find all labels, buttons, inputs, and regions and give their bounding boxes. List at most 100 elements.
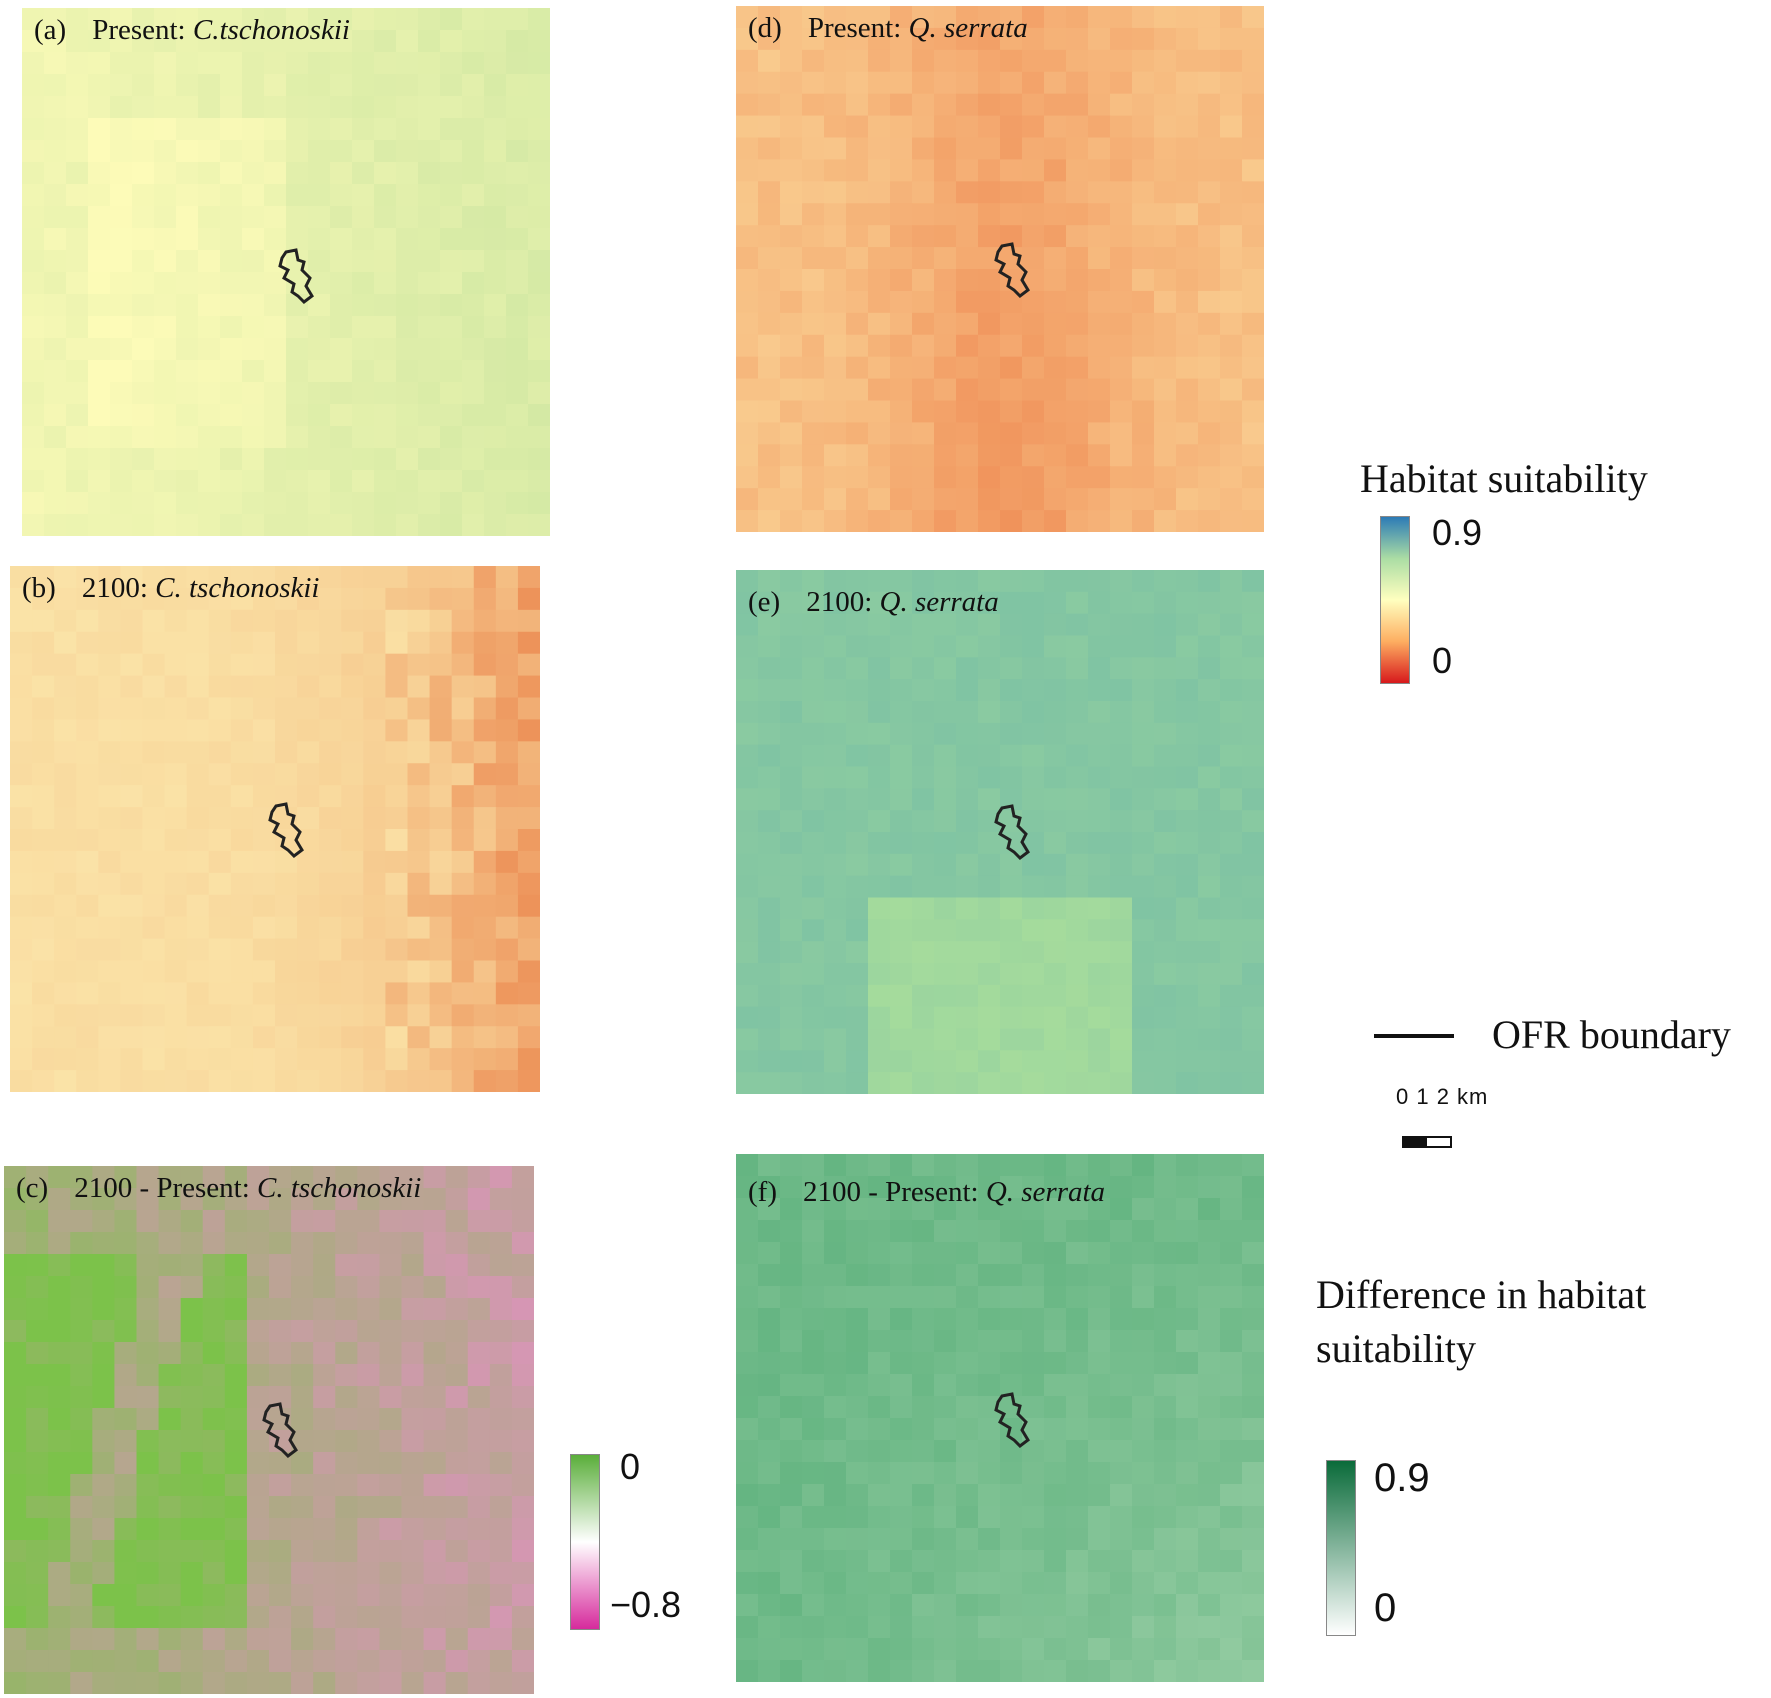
raster-cell <box>154 74 177 97</box>
raster-cell <box>401 1342 425 1365</box>
raster-cell <box>978 1572 1001 1595</box>
raster-cell <box>1198 1396 1221 1419</box>
raster-cell <box>1110 591 1133 615</box>
raster-cell <box>484 404 507 427</box>
raster-cell <box>1198 810 1221 833</box>
raster-cell <box>1198 269 1221 292</box>
raster-cell <box>846 312 869 336</box>
raster-cell <box>198 250 221 273</box>
raster-cell <box>220 382 243 405</box>
raster-cell <box>76 741 99 764</box>
raster-cell <box>451 741 475 764</box>
raster-cell <box>868 701 891 724</box>
raster-cell <box>1000 1308 1023 1331</box>
raster-cell <box>291 1518 314 1541</box>
raster-cell <box>1132 570 1155 593</box>
raster-cell <box>4 1606 27 1629</box>
raster-cell <box>912 137 935 161</box>
raster-cell <box>1220 1072 1243 1094</box>
raster-cell <box>1044 766 1067 789</box>
raster-cell <box>401 1166 425 1189</box>
raster-cell <box>92 1320 116 1343</box>
raster-cell <box>88 96 111 119</box>
raster-cell <box>956 115 979 139</box>
raster-cell <box>308 492 331 515</box>
raster-cell <box>401 1254 425 1277</box>
raster-cell <box>780 1440 803 1463</box>
raster-cell <box>164 675 188 699</box>
raster-cell <box>1110 744 1133 768</box>
raster-cell <box>736 1220 759 1243</box>
raster-cell <box>1132 1418 1155 1441</box>
raster-cell <box>1154 1660 1177 1682</box>
raster-cell <box>335 1254 358 1277</box>
raster-cell <box>158 1474 182 1497</box>
raster-cell <box>1110 1286 1133 1309</box>
raster-cell <box>335 1628 358 1651</box>
raster-cell <box>868 444 891 467</box>
raster-cell <box>934 312 957 336</box>
raster-cell <box>511 1584 534 1607</box>
raster-cell <box>396 162 419 185</box>
raster-cell <box>934 290 957 314</box>
raster-cell <box>780 466 803 489</box>
raster-cell <box>846 1506 869 1529</box>
raster-cell <box>1088 984 1111 1008</box>
raster-cell <box>802 49 825 73</box>
raster-cell <box>758 115 781 139</box>
raster-cell <box>956 312 979 336</box>
raster-cell <box>846 1528 869 1551</box>
raster-cell <box>462 140 485 163</box>
raster-cell <box>517 763 540 786</box>
raster-cell <box>76 719 99 742</box>
raster-cell <box>868 71 891 95</box>
raster-cell <box>758 613 781 637</box>
raster-cell <box>780 93 803 117</box>
raster-cell <box>1088 1006 1111 1030</box>
raster-cell <box>48 1254 71 1277</box>
raster-cell <box>54 829 77 852</box>
raster-cell <box>517 938 540 962</box>
raster-cell <box>286 448 309 471</box>
raster-cell <box>1154 679 1177 702</box>
raster-cell <box>511 1232 534 1255</box>
raster-cell <box>956 853 979 877</box>
raster-cell <box>198 118 221 141</box>
raster-cell <box>758 1330 781 1353</box>
raster-cell <box>467 1496 491 1519</box>
raster-cell <box>158 1364 182 1387</box>
raster-cell <box>32 675 55 699</box>
raster-cell <box>1154 115 1177 139</box>
raster-cell <box>208 719 232 742</box>
raster-cell <box>22 448 45 471</box>
raster-cell <box>1176 853 1199 877</box>
raster-cell <box>330 228 353 251</box>
raster-cell <box>934 6 957 29</box>
raster-cell <box>780 875 803 899</box>
raster-cell <box>180 1430 204 1453</box>
raster-cell <box>451 785 475 808</box>
raster-cell <box>462 228 485 251</box>
raster-cell <box>1154 488 1177 511</box>
raster-cell <box>1220 422 1243 445</box>
raster-cell <box>396 382 419 405</box>
raster-cell <box>66 140 89 163</box>
raster-cell <box>758 744 781 768</box>
raster-cell <box>10 763 33 786</box>
raster-cell <box>956 1286 979 1309</box>
raster-cell <box>220 492 243 515</box>
raster-cell <box>1132 1484 1155 1507</box>
raster-cell <box>242 250 265 273</box>
raster-cell <box>26 1386 49 1409</box>
raster-cell <box>1132 1374 1155 1397</box>
raster-cell <box>275 960 298 984</box>
raster-cell <box>1198 93 1221 117</box>
habitat-colorbar <box>1380 516 1410 684</box>
raster-cell <box>202 1342 226 1365</box>
raster-cell <box>978 115 1001 139</box>
raster-cell <box>1154 722 1177 746</box>
raster-cell <box>114 1408 138 1431</box>
raster-cell <box>1088 181 1111 204</box>
raster-cell <box>780 400 803 424</box>
raster-cell <box>1132 635 1155 658</box>
